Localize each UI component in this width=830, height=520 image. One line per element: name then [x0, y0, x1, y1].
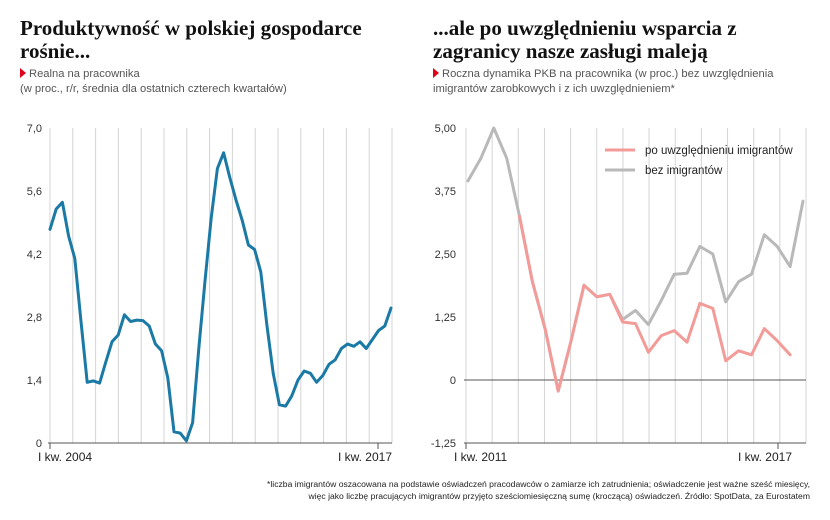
red-triangle-icon: [433, 68, 439, 78]
x-tick-label: I kw. 2004: [38, 450, 92, 464]
left-subtitle-line2: (w proc., r/r, średnia dla ostatnich czt…: [20, 83, 287, 95]
footnote-line2: więc jako liczbę pracujących imigrantów …: [308, 491, 810, 501]
left-chart-title: Produktywność w polskiej gospodarce rośn…: [20, 16, 362, 63]
footnote-line1: *liczba imigrantów oszacowana na podstaw…: [267, 479, 810, 489]
y-tick-label: 1,4: [27, 375, 42, 387]
series-line-po-uwzględnieniu-imigrantów: [518, 214, 792, 393]
right-chart-title: ...ale po uwzględnieniu wsparcia z zagra…: [433, 16, 737, 63]
right-subtitle-line1: Roczna dynamika PKB na pracownika (w pro…: [442, 68, 774, 80]
y-tick-label: 3,75: [435, 186, 456, 198]
left-subtitle-line1: Realna na pracownika: [29, 68, 140, 80]
left-chart-subtitle: Realna na pracownika (w proc., r/r, śred…: [20, 67, 410, 97]
y-tick-label: 0: [450, 375, 456, 387]
series-line-main: [48, 151, 393, 443]
y-tick-label: 2,50: [435, 249, 456, 261]
red-triangle-icon: [20, 68, 26, 78]
x-tick-label: I kw. 2017: [738, 450, 792, 464]
right-line-chart: 5,00 3,75 2,50 1,25 0 -1,25I kw. 2011 I kw. 20…: [431, 123, 807, 464]
y-tick-label: 5,00: [435, 123, 456, 135]
y-tick-label: 7,0: [27, 123, 42, 135]
y-tick-label: 0: [36, 438, 42, 450]
y-tick-label: 1,25: [435, 312, 456, 324]
legend-label: bez imigrantów: [645, 165, 723, 177]
footnote: *liczba imigrantów oszacowana na podstaw…: [200, 478, 810, 502]
left-line-chart: 7,0 5,6 4,2 2,8 1,4 0I kw. 2004 I kw. 2017: [27, 123, 393, 464]
y-tick-label: -1,25: [431, 438, 456, 450]
x-tick-label: I kw. 2017: [338, 450, 392, 464]
y-tick-label: 4,2: [27, 249, 42, 261]
y-tick-label: 5,6: [27, 186, 42, 198]
y-tick-label: 2,8: [27, 312, 42, 324]
right-chart-subtitle: Roczna dynamika PKB na pracownika (w pro…: [433, 67, 828, 97]
right-subtitle-line2: imigrantów zarobkowych i z ich uwzględni…: [433, 83, 675, 95]
x-tick-label: I kw. 2011: [454, 450, 507, 464]
legend-label: po uwzględnieniu imigrantów: [645, 145, 793, 157]
